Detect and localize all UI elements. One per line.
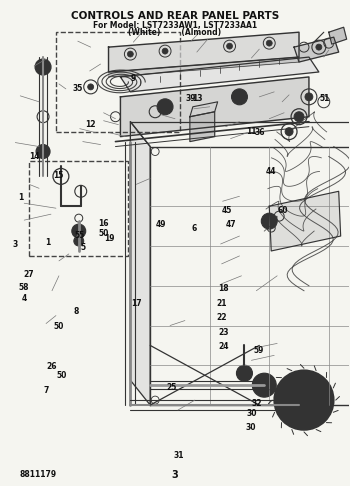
Text: 12: 12 (85, 120, 95, 129)
Text: 47: 47 (225, 220, 236, 229)
Text: 25: 25 (166, 383, 177, 393)
Text: 21: 21 (217, 299, 227, 308)
Text: 8: 8 (74, 307, 79, 316)
Circle shape (157, 99, 173, 115)
Text: 11: 11 (246, 127, 257, 137)
Circle shape (261, 213, 277, 229)
Circle shape (72, 224, 86, 238)
Text: 26: 26 (47, 362, 57, 371)
Text: 27: 27 (24, 270, 35, 279)
Polygon shape (190, 112, 215, 141)
Circle shape (284, 380, 324, 420)
Text: 4: 4 (21, 294, 27, 303)
Text: 55: 55 (75, 231, 85, 240)
Text: 51: 51 (319, 94, 329, 104)
Circle shape (226, 43, 232, 49)
Text: 59: 59 (253, 346, 264, 355)
Circle shape (162, 48, 168, 54)
Polygon shape (190, 102, 218, 117)
Polygon shape (329, 27, 346, 44)
Polygon shape (108, 57, 299, 77)
Polygon shape (120, 57, 319, 92)
Circle shape (285, 128, 293, 136)
Text: 23: 23 (218, 328, 229, 337)
Polygon shape (130, 122, 150, 405)
Circle shape (305, 93, 313, 101)
Text: 3: 3 (172, 469, 178, 480)
Circle shape (161, 103, 169, 111)
Circle shape (236, 93, 244, 101)
Text: 31: 31 (173, 451, 184, 460)
Text: 32: 32 (251, 399, 262, 408)
Circle shape (266, 40, 272, 46)
Text: 7: 7 (44, 386, 49, 395)
Circle shape (35, 59, 51, 75)
Text: 1: 1 (46, 238, 51, 246)
Text: 35: 35 (72, 84, 83, 93)
Text: 16: 16 (99, 219, 109, 228)
Circle shape (274, 370, 334, 430)
Text: 13: 13 (192, 93, 203, 103)
Text: 49: 49 (156, 220, 166, 229)
Polygon shape (108, 32, 299, 72)
Text: CONTROLS AND REAR PANEL PARTS: CONTROLS AND REAR PANEL PARTS (71, 11, 279, 21)
Text: 24: 24 (218, 343, 229, 351)
Circle shape (74, 236, 84, 246)
Circle shape (232, 89, 247, 105)
Text: 9: 9 (131, 74, 136, 83)
Circle shape (127, 51, 133, 57)
Text: 22: 22 (217, 313, 227, 322)
Polygon shape (120, 77, 309, 137)
Text: 58: 58 (19, 283, 29, 292)
Text: 3: 3 (13, 240, 18, 249)
Text: 15: 15 (54, 171, 64, 180)
Text: 5: 5 (80, 243, 85, 252)
Bar (56, 32, 180, 132)
Circle shape (36, 144, 50, 158)
Text: 18: 18 (218, 284, 229, 294)
Text: 50: 50 (54, 322, 64, 330)
Text: 36: 36 (255, 128, 265, 138)
Circle shape (316, 44, 322, 50)
Text: 30: 30 (246, 409, 257, 417)
Text: 45: 45 (222, 206, 232, 215)
Circle shape (294, 112, 304, 122)
Text: 17: 17 (132, 299, 142, 308)
Polygon shape (269, 191, 341, 251)
Circle shape (294, 390, 314, 410)
Text: 19: 19 (104, 234, 114, 243)
Circle shape (237, 365, 252, 381)
Text: 1: 1 (18, 192, 23, 202)
Text: (White)        (Almond): (White) (Almond) (128, 28, 222, 37)
Circle shape (252, 373, 276, 397)
Circle shape (88, 84, 94, 90)
Text: 8811179: 8811179 (19, 470, 56, 479)
Text: 50: 50 (57, 371, 67, 381)
Text: 6: 6 (191, 224, 197, 233)
Text: 30: 30 (245, 423, 256, 432)
Text: 39: 39 (186, 94, 196, 104)
Text: 60: 60 (278, 206, 288, 215)
Text: 50: 50 (99, 229, 109, 238)
Text: 14: 14 (29, 152, 40, 160)
Polygon shape (294, 37, 339, 62)
Bar (29, 161, 128, 256)
Text: For Model: LST7233AW1, LST7233AA1: For Model: LST7233AW1, LST7233AA1 (93, 21, 257, 30)
Circle shape (300, 396, 308, 404)
Text: 44: 44 (265, 167, 276, 176)
